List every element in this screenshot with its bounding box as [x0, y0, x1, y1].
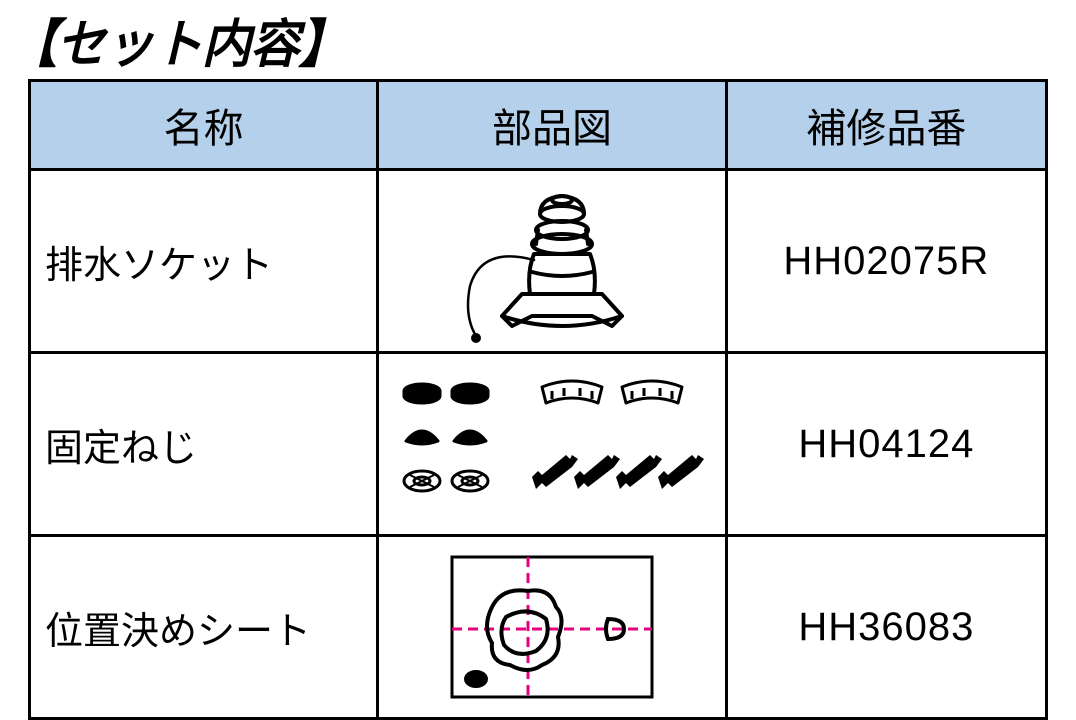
table-header-row: 名称 部品図 補修品番	[30, 81, 1047, 170]
col-header-fig: 部品図	[378, 81, 726, 170]
row0-fig	[378, 170, 726, 353]
fixing-screws-icon	[392, 369, 712, 519]
drain-socket-icon	[442, 176, 662, 346]
page-title: 【セット内容】	[8, 2, 1023, 77]
table-row: 位置決めシート	[30, 536, 1047, 719]
col-header-part: 補修品番	[726, 81, 1046, 170]
row1-name: 固定ねじ	[30, 353, 378, 536]
row0-name: 排水ソケット	[30, 170, 378, 353]
row2-name: 位置決めシート	[30, 536, 378, 719]
row2-part: HH36083	[726, 536, 1046, 719]
row0-part: HH02075R	[726, 170, 1046, 353]
table-row: 排水ソケット	[30, 170, 1047, 353]
set-contents-table: 名称 部品図 補修品番 排水ソケット	[28, 79, 1048, 720]
row2-fig	[378, 536, 726, 719]
row1-part: HH04124	[726, 353, 1046, 536]
row1-fig	[378, 353, 726, 536]
col-header-name: 名称	[30, 81, 378, 170]
table-row: 固定ねじ	[30, 353, 1047, 536]
position-sheet-icon	[432, 547, 672, 707]
